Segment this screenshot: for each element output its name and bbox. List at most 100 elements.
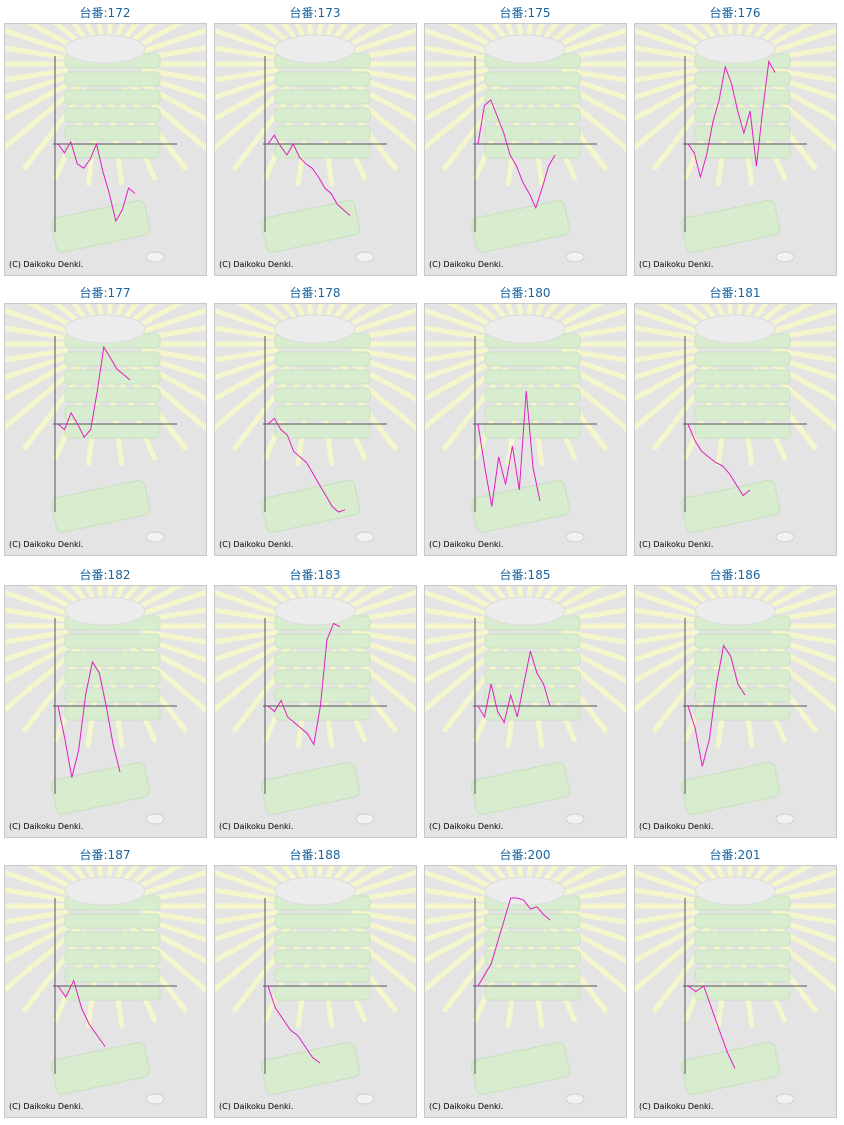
chart-title: 台番:188 [289,848,341,862]
ray-decoration [759,304,787,325]
ray-decoration [263,304,291,325]
chart-panel: 台番:188 (C) Daikoku Denki. [210,842,420,1122]
tray-decoration [484,71,581,87]
chart-title: 台番:186 [709,568,761,582]
chart-title: 台番:176 [709,6,761,20]
chart-frame: (C) Daikoku Denki. [4,585,207,838]
ray-decoration [26,866,76,891]
bottom-tray-decoration [51,480,151,533]
ray-decoration [554,866,604,891]
chart-title: 台番:201 [709,848,761,862]
ray-decoration [771,325,836,341]
chart-title: 台番:178 [289,286,341,300]
balls-decoration [274,876,356,906]
background-art [635,866,836,1105]
ray-decoration [139,589,206,617]
ray-decoration [425,607,489,623]
coin-decoration [775,813,795,825]
balls-decoration [64,596,146,626]
tray-decoration [64,985,161,1001]
bottom-tray-decoration [261,762,361,815]
ray-decoration [5,79,76,122]
ray-decoration [71,866,88,883]
background-art [425,866,626,1105]
ray-decoration [263,24,291,45]
ray-decoration [281,586,298,603]
chart-svg [635,24,836,263]
tray-decoration [484,405,581,421]
ray-decoration [339,24,367,45]
bottom-tray-decoration [681,480,781,533]
ray-decoration [561,325,626,341]
coin-decoration [565,531,585,543]
ray-decoration [559,869,626,897]
chart-frame: (C) Daikoku Denki. [634,23,837,276]
tray-decoration [274,125,371,141]
copyright-text: (C) Daikoku Denki. [219,1102,294,1111]
bottom-tray-decoration [51,200,151,253]
ray-decoration [263,586,291,607]
copyright-text: (C) Daikoku Denki. [639,260,714,269]
tray-decoration [484,423,581,439]
background-art [5,866,206,1105]
ray-decoration [141,909,206,925]
coin-decoration [355,813,375,825]
ray-decoration [349,869,416,897]
ray-decoration [236,586,286,611]
copyright-text: (C) Daikoku Denki. [9,1102,84,1111]
ray-decoration [141,45,206,61]
ray-decoration [425,921,496,964]
ray-decoration [473,24,501,45]
tray-decoration [274,369,371,385]
ray-decoration [561,909,626,925]
ray-decoration [561,887,626,903]
ray-decoration [351,347,416,363]
chart-frame: (C) Daikoku Denki. [424,23,627,276]
copyright-text: (C) Daikoku Denki. [639,822,714,831]
ray-decoration [425,887,489,903]
series-line [57,979,106,1047]
bottom-tray-decoration [471,480,571,533]
ray-decoration [683,304,711,325]
bottom-tray-decoration [261,200,361,253]
ray-decoration [635,629,699,645]
ray-decoration [559,589,626,617]
ray-decoration [771,629,836,645]
ray-decoration [215,73,281,101]
ray-decoration [5,589,71,617]
background-art [425,24,626,263]
tray-decoration [274,107,371,123]
chart-frame: (C) Daikoku Denki. [424,865,627,1118]
tray-decoration [694,931,791,947]
tray-decoration [64,125,161,141]
chart-svg [5,866,206,1105]
ray-decoration [759,24,787,45]
tray-decoration [694,651,791,667]
chart-svg [635,586,836,825]
bottom-tray-decoration [471,1042,571,1095]
ray-decoration [559,307,626,335]
chart-title: 台番:187 [79,848,131,862]
ray-decoration [561,629,626,645]
ray-decoration [683,866,711,887]
series-line [477,897,551,987]
chart-panel: 台番:181 (C) Daikoku Denki. [630,280,840,560]
balls-decoration [274,596,356,626]
chart-frame: (C) Daikoku Denki. [214,585,417,838]
ray-decoration [561,67,626,83]
chart-svg [215,304,416,543]
chart-title: 台番:173 [289,6,341,20]
balls-decoration [64,876,146,906]
chart-panel: 台番:185 (C) Daikoku Denki. [420,562,630,842]
tray-decoration [64,89,161,105]
ray-decoration [5,325,69,341]
bottom-tray-decoration [51,762,151,815]
balls-decoration [694,314,776,344]
ray-decoration [71,24,88,41]
series-line [477,99,556,210]
ray-decoration [351,607,416,623]
ray-decoration [122,24,139,41]
balls-decoration [484,596,566,626]
copyright-text: (C) Daikoku Denki. [429,540,504,549]
